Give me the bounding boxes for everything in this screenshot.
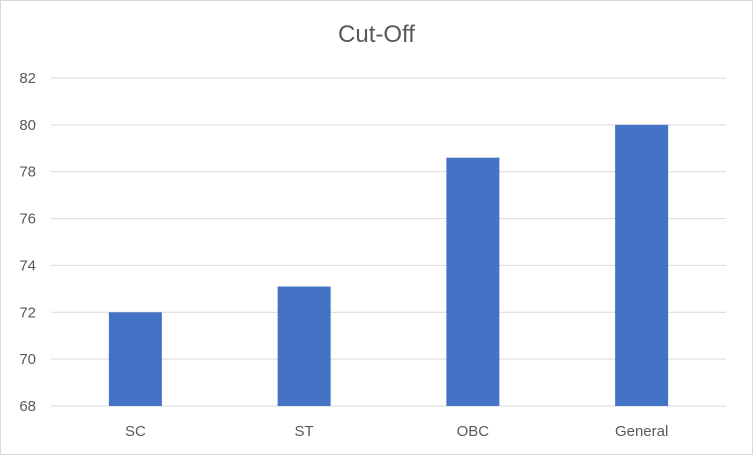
y-tick-label: 82 — [19, 70, 36, 87]
bar-general — [615, 124, 669, 406]
y-tick-label: 68 — [19, 398, 36, 415]
gridlines — [51, 77, 726, 407]
x-tick-label: ST — [295, 423, 314, 440]
chart-title: Cut-Off — [338, 21, 415, 48]
bars — [108, 124, 669, 406]
y-tick-label: 70 — [19, 351, 36, 368]
y-tick-label: 72 — [19, 304, 36, 321]
y-tick-label: 80 — [19, 117, 36, 134]
bar-obc — [446, 157, 500, 406]
y-tick-label: 78 — [19, 164, 36, 181]
x-tick-label: OBC — [457, 423, 490, 440]
y-tick-label: 76 — [19, 211, 36, 228]
bar-sc — [108, 312, 162, 406]
x-axis-ticks: SC ST OBC General — [125, 423, 668, 440]
bar-st — [277, 286, 331, 406]
x-tick-label: General — [615, 423, 668, 440]
x-tick-label: SC — [125, 423, 146, 440]
y-axis-ticks: 68 70 72 74 76 78 80 82 — [19, 70, 36, 415]
y-tick-label: 74 — [19, 257, 36, 274]
